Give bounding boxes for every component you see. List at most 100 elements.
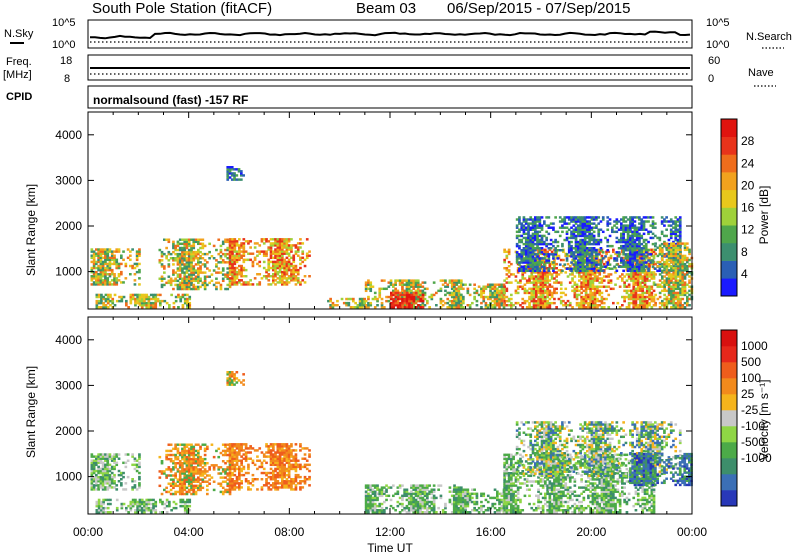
data-cell	[172, 447, 175, 451]
data-cell	[536, 218, 539, 221]
data-cell	[376, 299, 379, 303]
data-cell	[194, 238, 198, 241]
data-cell	[596, 287, 599, 291]
data-cell	[99, 268, 103, 272]
data-cell	[595, 218, 598, 221]
data-cell	[169, 277, 173, 280]
data-cell	[163, 267, 166, 270]
data-cell	[644, 220, 648, 223]
data-cell	[138, 504, 142, 508]
data-cell	[233, 270, 237, 274]
data-cell	[579, 242, 582, 246]
data-cell	[640, 242, 644, 246]
data-cell	[679, 299, 682, 303]
data-cell	[577, 218, 580, 221]
data-cell	[392, 306, 395, 309]
data-cell	[450, 279, 454, 282]
data-cell	[92, 478, 96, 481]
data-cell	[544, 291, 547, 295]
data-cell	[113, 482, 116, 485]
data-cell	[532, 285, 536, 288]
data-cell	[667, 277, 671, 280]
data-cell	[356, 306, 360, 309]
data-cell	[183, 275, 187, 278]
data-cell	[669, 220, 673, 223]
data-cell	[117, 248, 121, 251]
data-cell	[527, 236, 530, 240]
data-cell	[686, 258, 689, 262]
data-cell	[579, 253, 582, 256]
data-cell	[663, 306, 666, 309]
data-cell	[292, 266, 296, 270]
data-cell	[168, 502, 171, 506]
data-cell	[665, 252, 669, 256]
data-cell	[283, 252, 286, 255]
data-cell	[587, 287, 590, 291]
data-cell	[498, 297, 501, 301]
data-cell	[217, 267, 221, 270]
data-cell	[104, 250, 107, 253]
data-cell	[688, 265, 691, 268]
data-cell	[651, 226, 655, 229]
data-cell	[183, 267, 187, 270]
data-cell	[99, 250, 103, 253]
data-cell	[290, 268, 293, 272]
data-cell	[688, 250, 691, 254]
data-cell	[536, 265, 539, 268]
data-cell	[462, 301, 465, 305]
data-cell	[106, 299, 110, 303]
data-cell	[621, 273, 624, 276]
data-cell	[527, 230, 530, 234]
data-cell	[274, 266, 277, 270]
data-cell	[187, 242, 191, 246]
data-cell	[299, 258, 302, 262]
data-cell	[249, 252, 252, 255]
data-cell	[641, 299, 645, 303]
data-cell	[183, 246, 187, 250]
data-cell	[670, 289, 673, 293]
data-cell	[113, 475, 116, 479]
data-cell	[455, 299, 459, 303]
data-cell	[581, 230, 585, 234]
data-cell	[373, 297, 377, 301]
data-cell	[577, 265, 580, 268]
data-cell	[181, 295, 185, 299]
data-cell	[186, 304, 189, 307]
data-cell	[90, 473, 94, 477]
data-cell	[242, 281, 246, 284]
data-cell	[230, 166, 234, 169]
data-cell	[534, 257, 537, 260]
data-cell	[199, 267, 202, 270]
data-cell	[219, 285, 223, 289]
data-cell	[452, 304, 456, 307]
data-cell	[95, 279, 98, 282]
data-cell	[468, 283, 472, 286]
data-cell	[642, 255, 646, 258]
data-cell	[595, 226, 598, 229]
data-cell	[642, 232, 646, 236]
data-cell	[367, 301, 370, 305]
data-cell	[537, 295, 540, 299]
data-cell	[536, 216, 539, 219]
data-cell	[541, 271, 545, 274]
data-cell	[124, 453, 128, 456]
data-cell	[633, 232, 637, 236]
data-cell	[426, 287, 429, 291]
data-cell	[650, 299, 654, 303]
data-cell	[95, 463, 98, 467]
data-cell	[125, 509, 128, 512]
data-cell	[627, 293, 631, 297]
data-cell	[274, 273, 277, 276]
data-cell	[444, 293, 447, 297]
data-cell	[648, 289, 651, 293]
data-cell	[152, 293, 155, 297]
data-cell	[401, 297, 404, 301]
data-cell	[145, 502, 149, 506]
data-cell	[624, 257, 628, 260]
data-cell	[187, 238, 191, 241]
data-cell	[176, 480, 180, 483]
data-cell	[147, 506, 151, 510]
data-cell	[269, 248, 273, 251]
data-cell	[228, 285, 232, 289]
